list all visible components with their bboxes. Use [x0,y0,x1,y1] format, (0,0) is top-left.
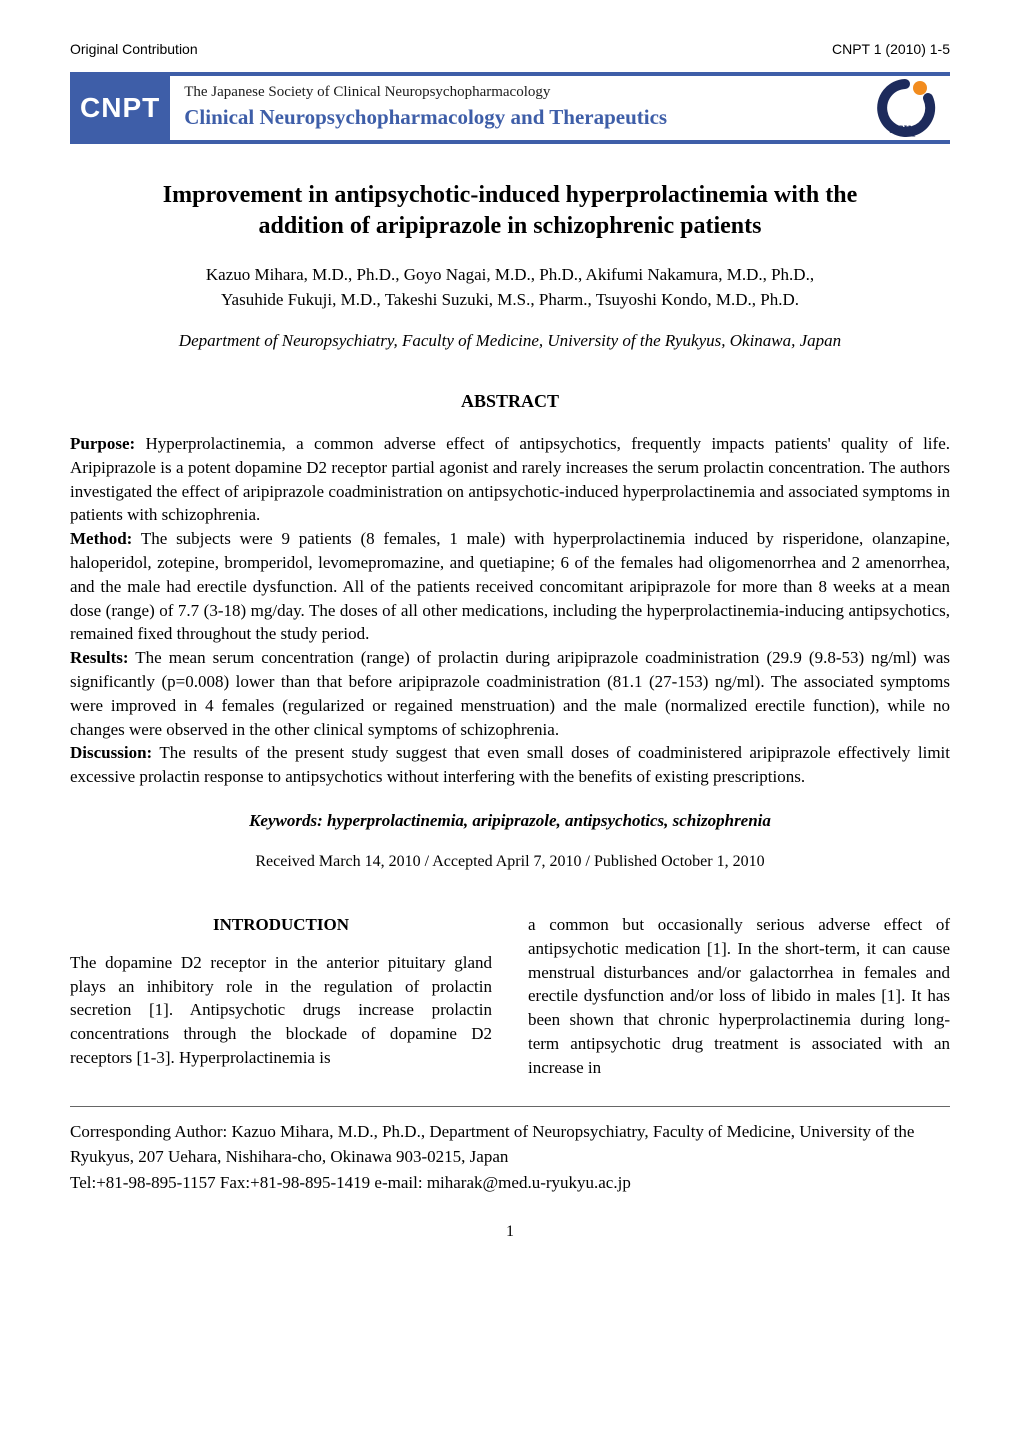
corresponding-label: Corresponding Author: [70,1122,232,1141]
scnp-logo-icon: scnp [870,78,940,138]
introduction-heading: INTRODUCTION [70,913,492,937]
logo-label: scnp [889,120,920,137]
journal-banner: CNPT The Japanese Society of Clinical Ne… [70,72,950,144]
affiliation: Department of Neuropsychiatry, Faculty o… [70,329,950,353]
contribution-label: Original Contribution [70,40,198,60]
results-label: Results: [70,648,129,667]
authors: Kazuo Mihara, M.D., Ph.D., Goyo Nagai, M… [70,262,950,313]
authors-line-2: Yasuhide Fukuji, M.D., Takeshi Suzuki, M… [70,287,950,313]
journal-acronym: CNPT [70,72,170,144]
page-number: 1 [70,1221,950,1243]
purpose-label: Purpose: [70,434,135,453]
discussion-label: Discussion: [70,743,152,762]
right-column: a common but occasionally serious advers… [528,913,950,1080]
header-meta: Original Contribution CNPT 1 (2010) 1-5 [70,40,950,60]
corresponding-author: Corresponding Author: Kazuo Mihara, M.D.… [70,1119,950,1196]
method-text: The subjects were 9 patients (8 females,… [70,529,950,643]
received-dates: Received March 14, 2010 / Accepted April… [70,851,950,873]
body-columns: INTRODUCTION The dopamine D2 receptor in… [70,913,950,1080]
left-column: INTRODUCTION The dopamine D2 receptor in… [70,913,492,1080]
abstract-heading: ABSTRACT [70,389,950,414]
article-title: Improvement in antipsychotic-induced hyp… [120,180,900,242]
discussion-text: The results of the present study suggest… [70,743,950,786]
journal-logo: scnp [860,72,950,144]
journal-title-block: The Japanese Society of Clinical Neurops… [170,72,860,144]
society-name: The Japanese Society of Clinical Neurops… [184,82,846,103]
results-text: The mean serum concentration (range) of … [70,648,950,738]
corresponding-contact: Tel:+81-98-895-1157 Fax:+81-98-895-1419 … [70,1173,631,1192]
purpose-text: Hyperprolactinemia, a common adverse eff… [70,434,950,524]
intro-text-col2: a common but occasionally serious advers… [528,913,950,1080]
authors-line-1: Kazuo Mihara, M.D., Ph.D., Goyo Nagai, M… [70,262,950,288]
footer-divider [70,1106,950,1107]
method-label: Method: [70,529,132,548]
intro-text-col1: The dopamine D2 receptor in the anterior… [70,951,492,1070]
keywords: Keywords: hyperprolactinemia, aripiprazo… [70,809,950,833]
abstract-body: Purpose: Hyperprolactinemia, a common ad… [70,432,950,789]
journal-name: Clinical Neuropsychopharmacology and The… [184,103,846,132]
journal-ref: CNPT 1 (2010) 1-5 [832,40,950,60]
